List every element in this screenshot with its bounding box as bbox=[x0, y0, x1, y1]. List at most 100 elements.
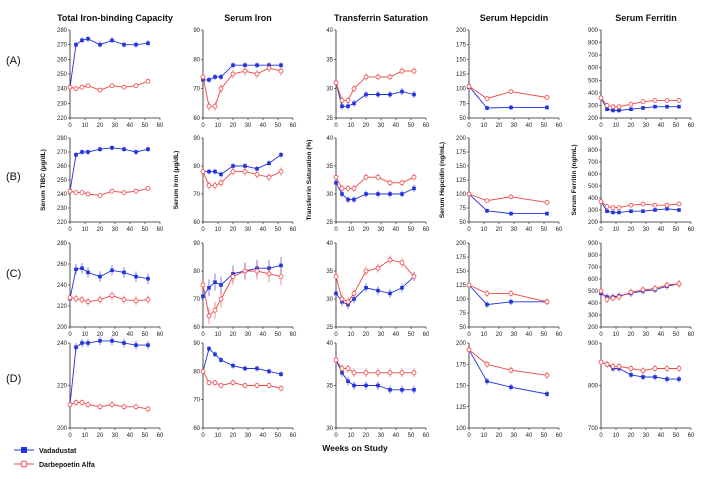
data-point-vadadustat bbox=[412, 387, 416, 392]
x-tick-label: 30 bbox=[378, 123, 385, 129]
data-point-vadadustat bbox=[545, 105, 549, 110]
x-tick-label: 50 bbox=[673, 332, 680, 338]
data-point-darbepoetin bbox=[145, 406, 151, 412]
y-tick-label: 220 bbox=[57, 116, 68, 122]
data-point-darbepoetin bbox=[97, 192, 103, 198]
y-tick-label: 50 bbox=[459, 325, 466, 331]
data-point-darbepoetin bbox=[145, 78, 151, 84]
x-tick-label: 50 bbox=[142, 123, 149, 129]
y-tick-label: 125 bbox=[456, 283, 467, 289]
x-tick-label: 20 bbox=[496, 332, 503, 338]
data-point-vadadustat bbox=[231, 63, 235, 67]
data-point-darbepoetin bbox=[345, 185, 351, 191]
y-tick-label: 75 bbox=[459, 101, 466, 107]
x-tick-label: 40 bbox=[526, 227, 533, 233]
x-tick-label: 30 bbox=[511, 227, 518, 233]
x-tick-label: 0 bbox=[68, 227, 72, 233]
x-tick-label: 20 bbox=[230, 332, 237, 338]
x-tick-label: 40 bbox=[526, 433, 533, 439]
data-point-vadadustat bbox=[388, 291, 392, 296]
series-line-vadadustat bbox=[69, 340, 148, 405]
x-tick-label: 0 bbox=[467, 433, 471, 439]
data-point-darbepoetin bbox=[628, 202, 634, 208]
data-point-darbepoetin bbox=[363, 268, 369, 274]
data-point-darbepoetin bbox=[109, 83, 115, 89]
x-tick-label: 20 bbox=[97, 227, 104, 233]
data-point-darbepoetin bbox=[230, 71, 236, 77]
x-tick-label: 40 bbox=[658, 227, 665, 233]
data-point-darbepoetin bbox=[254, 71, 260, 77]
data-point-vadadustat bbox=[412, 186, 416, 191]
data-point-vadadustat bbox=[677, 377, 681, 381]
data-point-darbepoetin bbox=[266, 174, 272, 180]
data-point-darbepoetin bbox=[466, 282, 472, 288]
y-tick-label: 70 bbox=[193, 192, 200, 198]
y-tick-label: 90 bbox=[193, 136, 200, 142]
data-point-vadadustat bbox=[364, 383, 368, 388]
data-point-darbepoetin bbox=[278, 68, 284, 74]
data-point-darbepoetin bbox=[544, 95, 550, 100]
x-tick-label: 10 bbox=[82, 433, 89, 439]
data-point-darbepoetin bbox=[676, 201, 682, 207]
data-point-darbepoetin bbox=[121, 84, 127, 90]
x-tick-label: 10 bbox=[348, 433, 355, 439]
x-tick-label: 30 bbox=[643, 227, 650, 233]
series-line-darbepoetin bbox=[468, 284, 548, 303]
data-point-darbepoetin bbox=[375, 370, 381, 376]
data-point-vadadustat bbox=[629, 209, 633, 213]
y-tick-label: 700 bbox=[588, 160, 599, 166]
data-point-darbepoetin bbox=[466, 83, 472, 89]
data-point-vadadustat bbox=[485, 209, 489, 213]
data-point-vadadustat bbox=[340, 192, 344, 196]
y-tick-label: 260 bbox=[57, 164, 68, 170]
data-point-vadadustat bbox=[617, 210, 621, 215]
x-tick-label: 30 bbox=[245, 332, 252, 338]
y-tick-label: 50 bbox=[459, 220, 466, 226]
x-tick-label: 20 bbox=[628, 123, 635, 129]
x-tick-label: 50 bbox=[541, 433, 548, 439]
x-tick-label: 20 bbox=[230, 227, 237, 233]
data-point-vadadustat bbox=[364, 192, 368, 196]
panel-3-4: 50 75 100 125 150 175 200 0 10 20 30 40 50 60 bbox=[456, 241, 563, 338]
data-point-darbepoetin bbox=[218, 86, 224, 92]
panel-4-4: 100 125 150 175 200 0 10 20 30 40 50 60 bbox=[456, 341, 563, 439]
y-tick-label: 35 bbox=[326, 164, 333, 170]
y-tick-label: 175 bbox=[456, 362, 467, 368]
x-tick-label: 20 bbox=[97, 433, 104, 439]
x-tick-label: 0 bbox=[201, 332, 205, 338]
x-tick-label: 20 bbox=[97, 123, 104, 129]
data-point-darbepoetin bbox=[411, 68, 417, 74]
data-point-darbepoetin bbox=[610, 104, 616, 110]
data-point-darbepoetin bbox=[351, 86, 357, 92]
panel-title: Serum Iron bbox=[224, 13, 272, 23]
data-point-vadadustat bbox=[665, 104, 669, 109]
data-point-vadadustat bbox=[653, 104, 657, 109]
x-tick-label: 50 bbox=[408, 332, 415, 338]
x-tick-label: 30 bbox=[245, 433, 252, 439]
data-point-vadadustat bbox=[611, 108, 615, 113]
panel-title: Serum Hepcidin bbox=[480, 13, 549, 23]
panel-3-5: 200 300 400 500 600 700 800 900 0 10 20 30 40 50 60 bbox=[588, 241, 695, 338]
data-point-vadadustat bbox=[665, 207, 669, 211]
data-point-vadadustat bbox=[352, 197, 356, 202]
data-point-vadadustat bbox=[219, 75, 223, 79]
data-point-darbepoetin bbox=[266, 383, 272, 388]
x-tick-label: 60 bbox=[423, 332, 430, 338]
data-point-darbepoetin bbox=[387, 257, 393, 263]
y-tick-label: 200 bbox=[588, 116, 599, 122]
x-tick-label: 50 bbox=[408, 433, 415, 439]
y-tick-label: 280 bbox=[57, 136, 68, 142]
data-point-darbepoetin bbox=[508, 367, 514, 373]
data-point-darbepoetin bbox=[333, 174, 339, 180]
y-tick-label: 125 bbox=[456, 178, 467, 184]
y-tick-label: 240 bbox=[57, 341, 68, 347]
data-point-darbepoetin bbox=[339, 296, 345, 302]
data-point-darbepoetin bbox=[109, 402, 115, 408]
x-tick-label: 20 bbox=[230, 433, 237, 439]
data-point-darbepoetin bbox=[640, 99, 646, 105]
data-point-darbepoetin bbox=[399, 68, 405, 74]
data-point-darbepoetin bbox=[345, 98, 351, 103]
data-point-vadadustat bbox=[629, 107, 633, 111]
x-tick-label: 50 bbox=[673, 123, 680, 129]
data-point-darbepoetin bbox=[616, 294, 622, 300]
